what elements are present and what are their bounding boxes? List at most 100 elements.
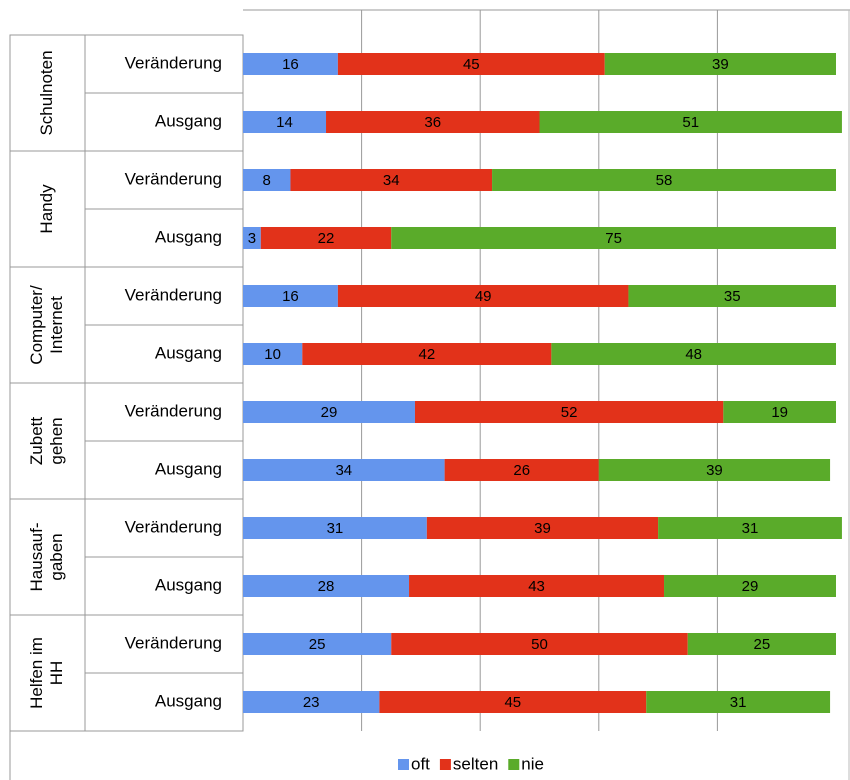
bar-segment [243,633,392,655]
legend-label: nie [521,754,544,773]
bar-segment [444,459,599,481]
bar-segment [391,633,688,655]
group-label-line: Hausauf- [27,523,46,592]
bar-segment [723,401,836,423]
data-label: 16 [282,288,299,305]
data-label: 34 [335,462,352,479]
group-label: Schulnoten [37,50,56,135]
bar-segment [243,343,303,365]
bar-segment [260,227,392,249]
bar-segment [551,343,836,365]
legend-swatch [439,759,451,770]
data-label: 3 [248,230,256,247]
bar-segment [664,575,836,597]
data-label: 31 [730,694,747,711]
bar-segment [687,633,836,655]
data-label: 31 [327,520,344,537]
data-label: 43 [528,578,545,595]
group-label: Computer/Internet [27,285,66,365]
y-tick-label: Ausgang [155,575,222,594]
group-label-line: gaben [47,533,66,580]
bar-segment [598,459,831,481]
y-tick-label: Veränderung [125,169,222,188]
data-label: 39 [712,56,729,73]
bar-segment [379,691,647,713]
legend-label: selten [453,754,498,773]
data-label: 29 [321,404,338,421]
group-label-line: HH [47,661,66,686]
bar-segment [604,53,836,75]
group-label-line: Computer/ [27,285,46,365]
group-label-line: gehen [47,417,66,464]
y-tick-label: Ausgang [155,227,222,246]
bar-segment [290,169,493,191]
data-label: 39 [534,520,551,537]
bar-segment [243,169,291,191]
bar-segment [243,691,380,713]
bar-segment [243,459,445,481]
legend-swatch [508,759,520,770]
data-label: 29 [742,578,759,595]
data-label: 10 [264,346,281,363]
data-label: 22 [318,230,335,247]
group-label: Handy [37,184,56,234]
y-tick-label: Ausgang [155,691,222,710]
bar-segment [243,53,338,75]
bar-segment [243,575,410,597]
group-label-line: Handy [37,184,56,234]
legend-swatch [398,759,409,770]
bar-segment [646,691,831,713]
group-label-line: Internet [47,296,66,354]
legend-label: oft [411,754,430,773]
bar-segment [243,517,427,539]
data-label: 45 [504,694,521,711]
bar-segment [337,285,629,307]
data-label: 34 [383,172,400,189]
bar-segment [426,517,659,539]
y-tick-label: Veränderung [125,285,222,304]
group-label: Hausauf-gaben [27,523,66,592]
data-label: 23 [303,694,320,711]
y-tick-label: Veränderung [125,53,222,72]
y-tick-label: Ausgang [155,459,222,478]
data-label: 45 [463,56,480,73]
data-label: 58 [656,172,673,189]
data-label: 75 [605,230,622,247]
data-label: 31 [742,520,759,537]
group-label-line: Zubett [27,417,46,465]
bar-segment [243,227,261,249]
data-label: 52 [561,404,578,421]
data-label: 50 [531,636,548,653]
group-label: Zubettgehen [27,417,66,465]
group-label-line: Schulnoten [37,50,56,135]
data-label: 28 [318,578,335,595]
bar-segment [628,285,836,307]
data-label: 39 [706,462,723,479]
bar-segment [337,53,605,75]
bar-segment [302,343,552,365]
data-label: 36 [424,114,441,131]
bar-segment [391,227,836,249]
data-label: 51 [682,114,699,131]
y-tick-label: Ausgang [155,111,222,130]
bar-segment [492,169,836,191]
bar-segment [414,401,724,423]
data-label: 49 [475,288,492,305]
bar-segment [243,111,327,133]
data-label: 35 [724,288,741,305]
data-label: 42 [418,346,435,363]
y-tick-label: Veränderung [125,517,222,536]
data-label: 26 [513,462,530,479]
y-tick-label: Ausgang [155,343,222,362]
group-label: Helfen imHH [27,637,66,709]
bar-segment [539,111,842,133]
bar-segment [243,401,415,423]
bar-segment [658,517,842,539]
y-tick-label: Veränderung [125,401,222,420]
bar-segment [243,285,338,307]
group-label-line: Helfen im [27,637,46,709]
data-label: 48 [685,346,702,363]
data-label: 8 [263,172,271,189]
bar-segment [409,575,665,597]
